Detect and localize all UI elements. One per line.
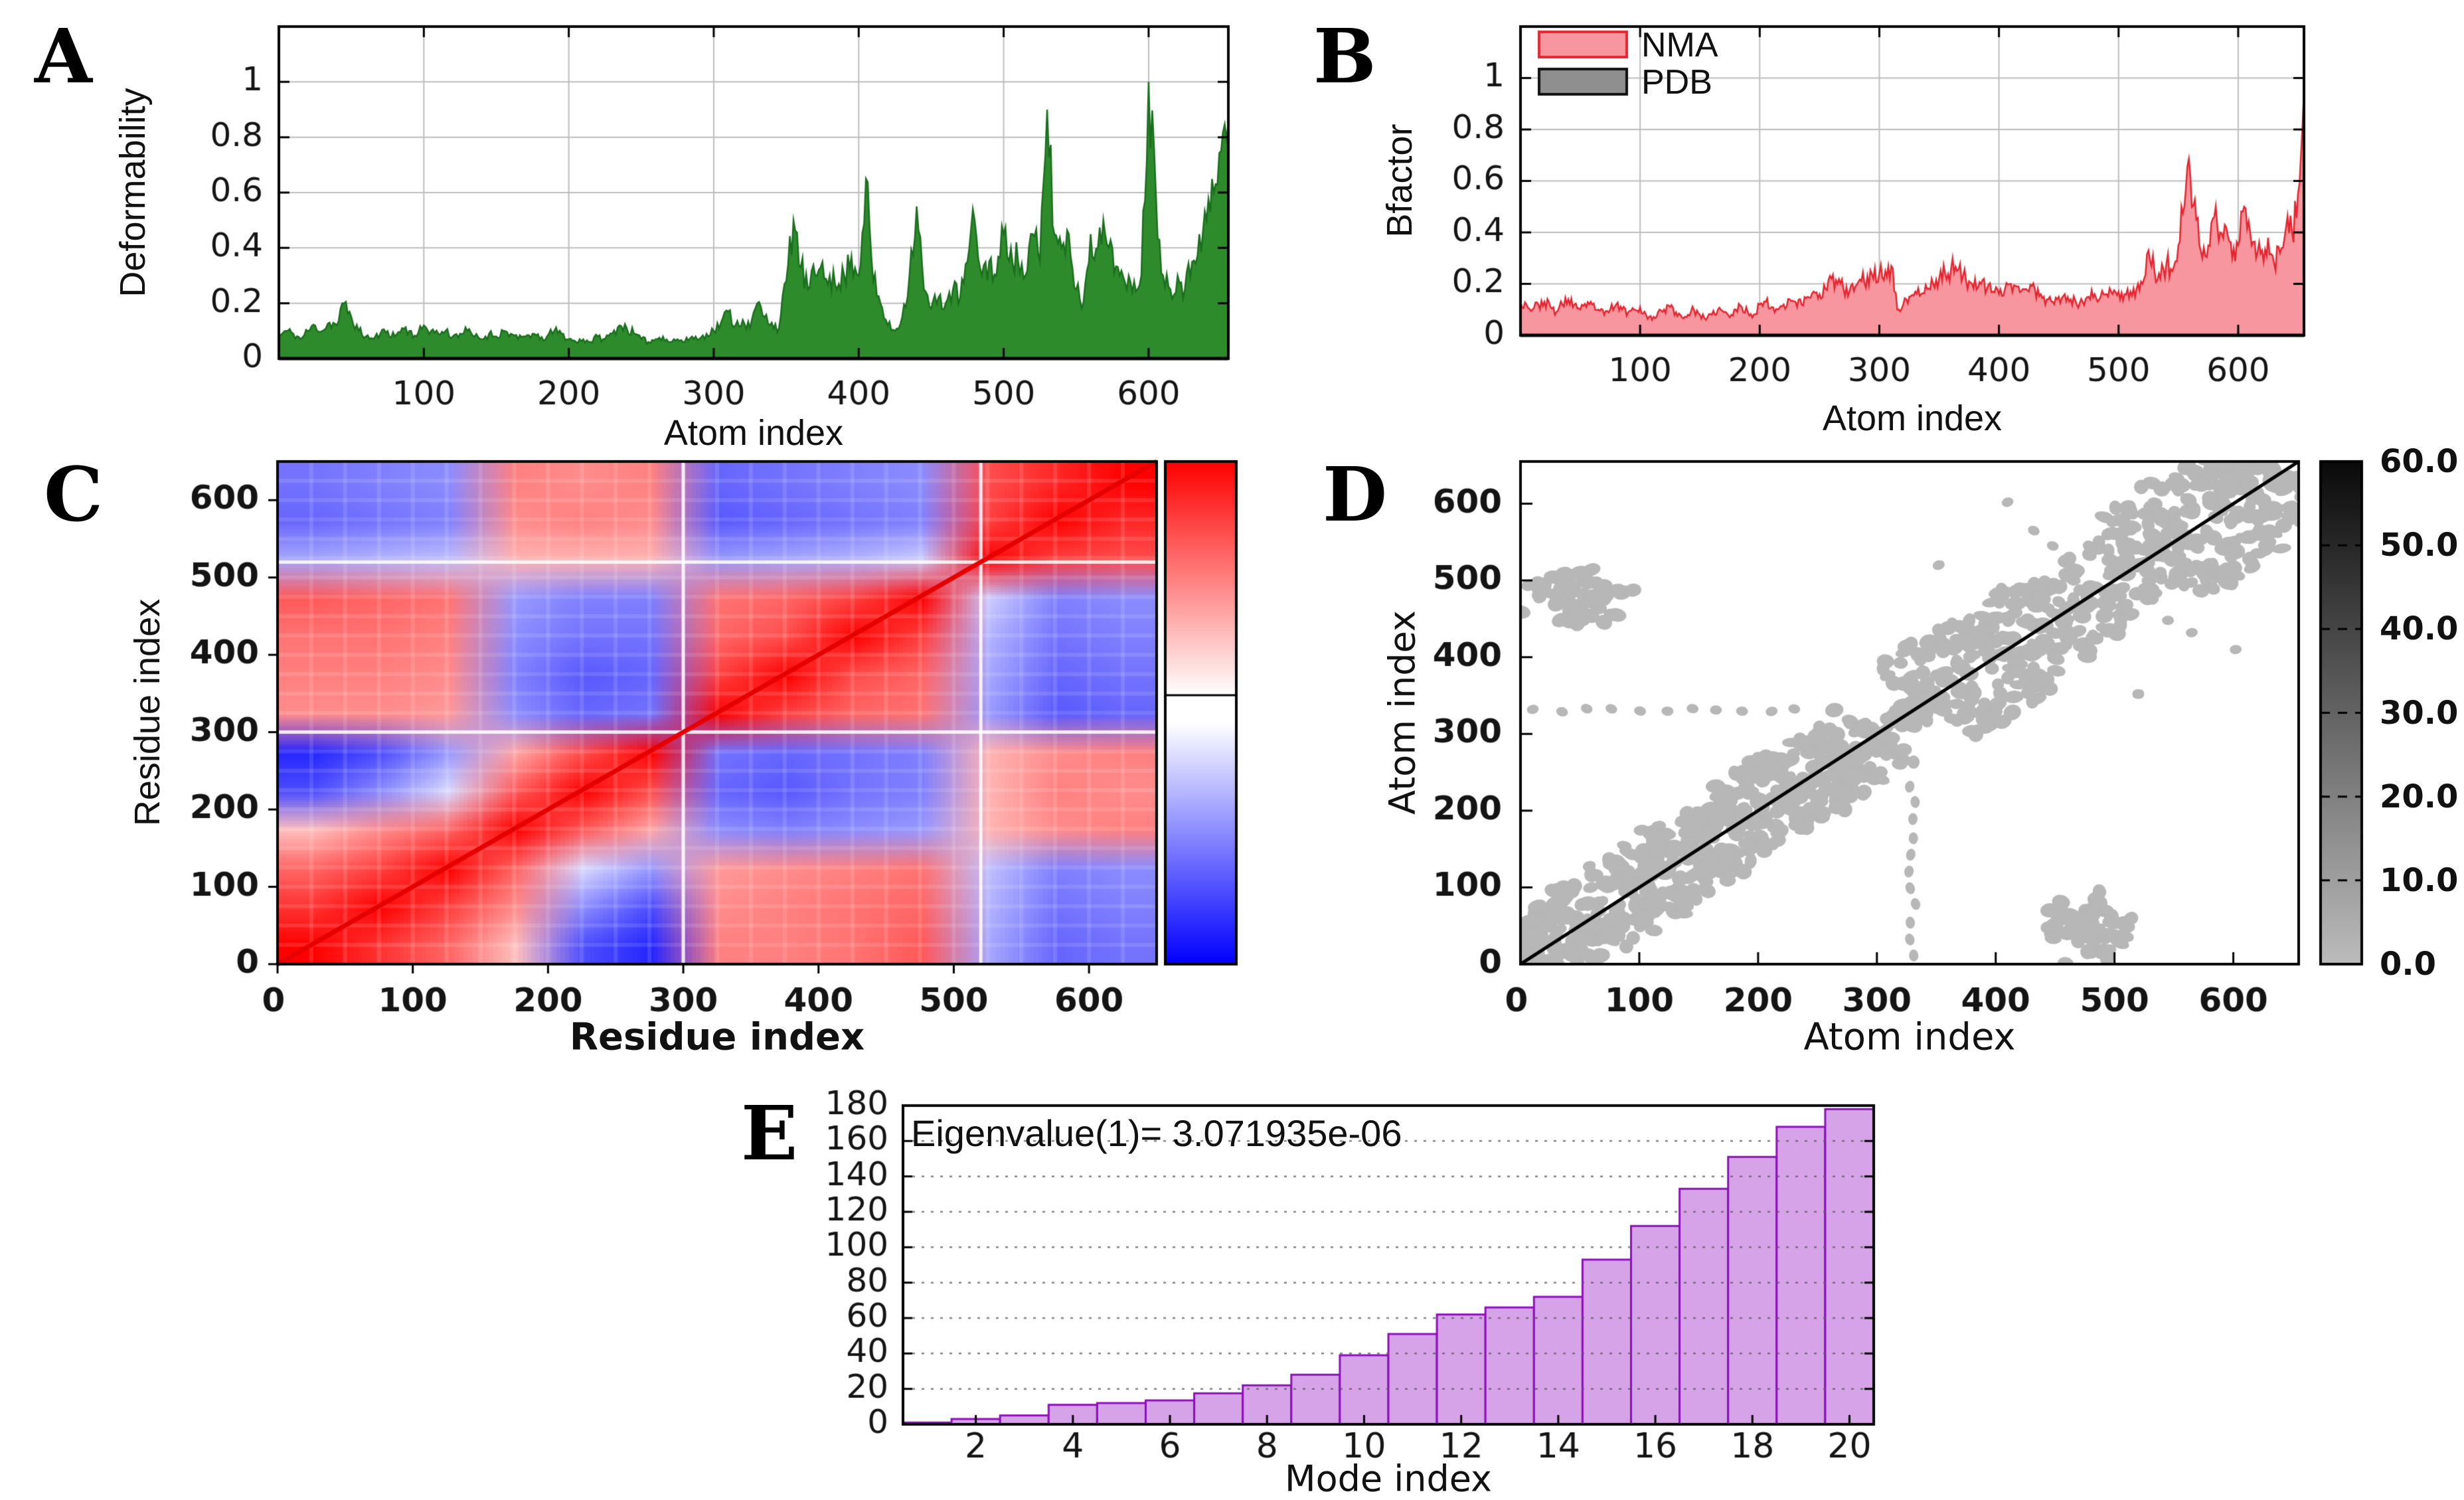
d-colorbar-tick-label: 40.0 bbox=[2380, 610, 2459, 647]
legend-label-pdb: PDB bbox=[1641, 63, 1712, 102]
d-colorbar-tick-label: 20.0 bbox=[2380, 778, 2459, 815]
a-x-axis-label: Atom index bbox=[663, 413, 844, 453]
d-colorbar-tick-label: 50.0 bbox=[2380, 527, 2459, 564]
e-title: Eigenvalue(1)= 3.071935e-06 bbox=[911, 1112, 1402, 1154]
panel-letter-c: C bbox=[44, 452, 104, 539]
d-x-axis-label: Atom index bbox=[1803, 1015, 2016, 1059]
d-colorbar-tick-label: 60.0 bbox=[2380, 443, 2459, 480]
panel-letter-e: E bbox=[741, 1090, 798, 1177]
d-colorbar-tick-label: 0.0 bbox=[2380, 946, 2437, 983]
b-x-axis-label: Atom index bbox=[1822, 398, 2003, 438]
c-y-axis-label: Residue index bbox=[127, 598, 167, 827]
d-colorbar-tick-label: 10.0 bbox=[2380, 862, 2459, 899]
a-y-axis-label: Deformability bbox=[113, 88, 153, 297]
c-x-axis-label: Residue index bbox=[569, 1015, 865, 1059]
d-colorbar-tick-label: 30.0 bbox=[2380, 695, 2459, 732]
e-x-axis-label: Mode index bbox=[1284, 1458, 1493, 1500]
panel-letter-d: D bbox=[1323, 452, 1388, 539]
legend-label-nma: NMA bbox=[1641, 26, 1718, 64]
panel-letter-a: A bbox=[35, 13, 92, 100]
b-y-axis-label: Bfactor bbox=[1380, 124, 1420, 238]
d-y-axis-label: Atom index bbox=[1381, 610, 1424, 815]
panel-letter-b: B bbox=[1313, 13, 1376, 100]
